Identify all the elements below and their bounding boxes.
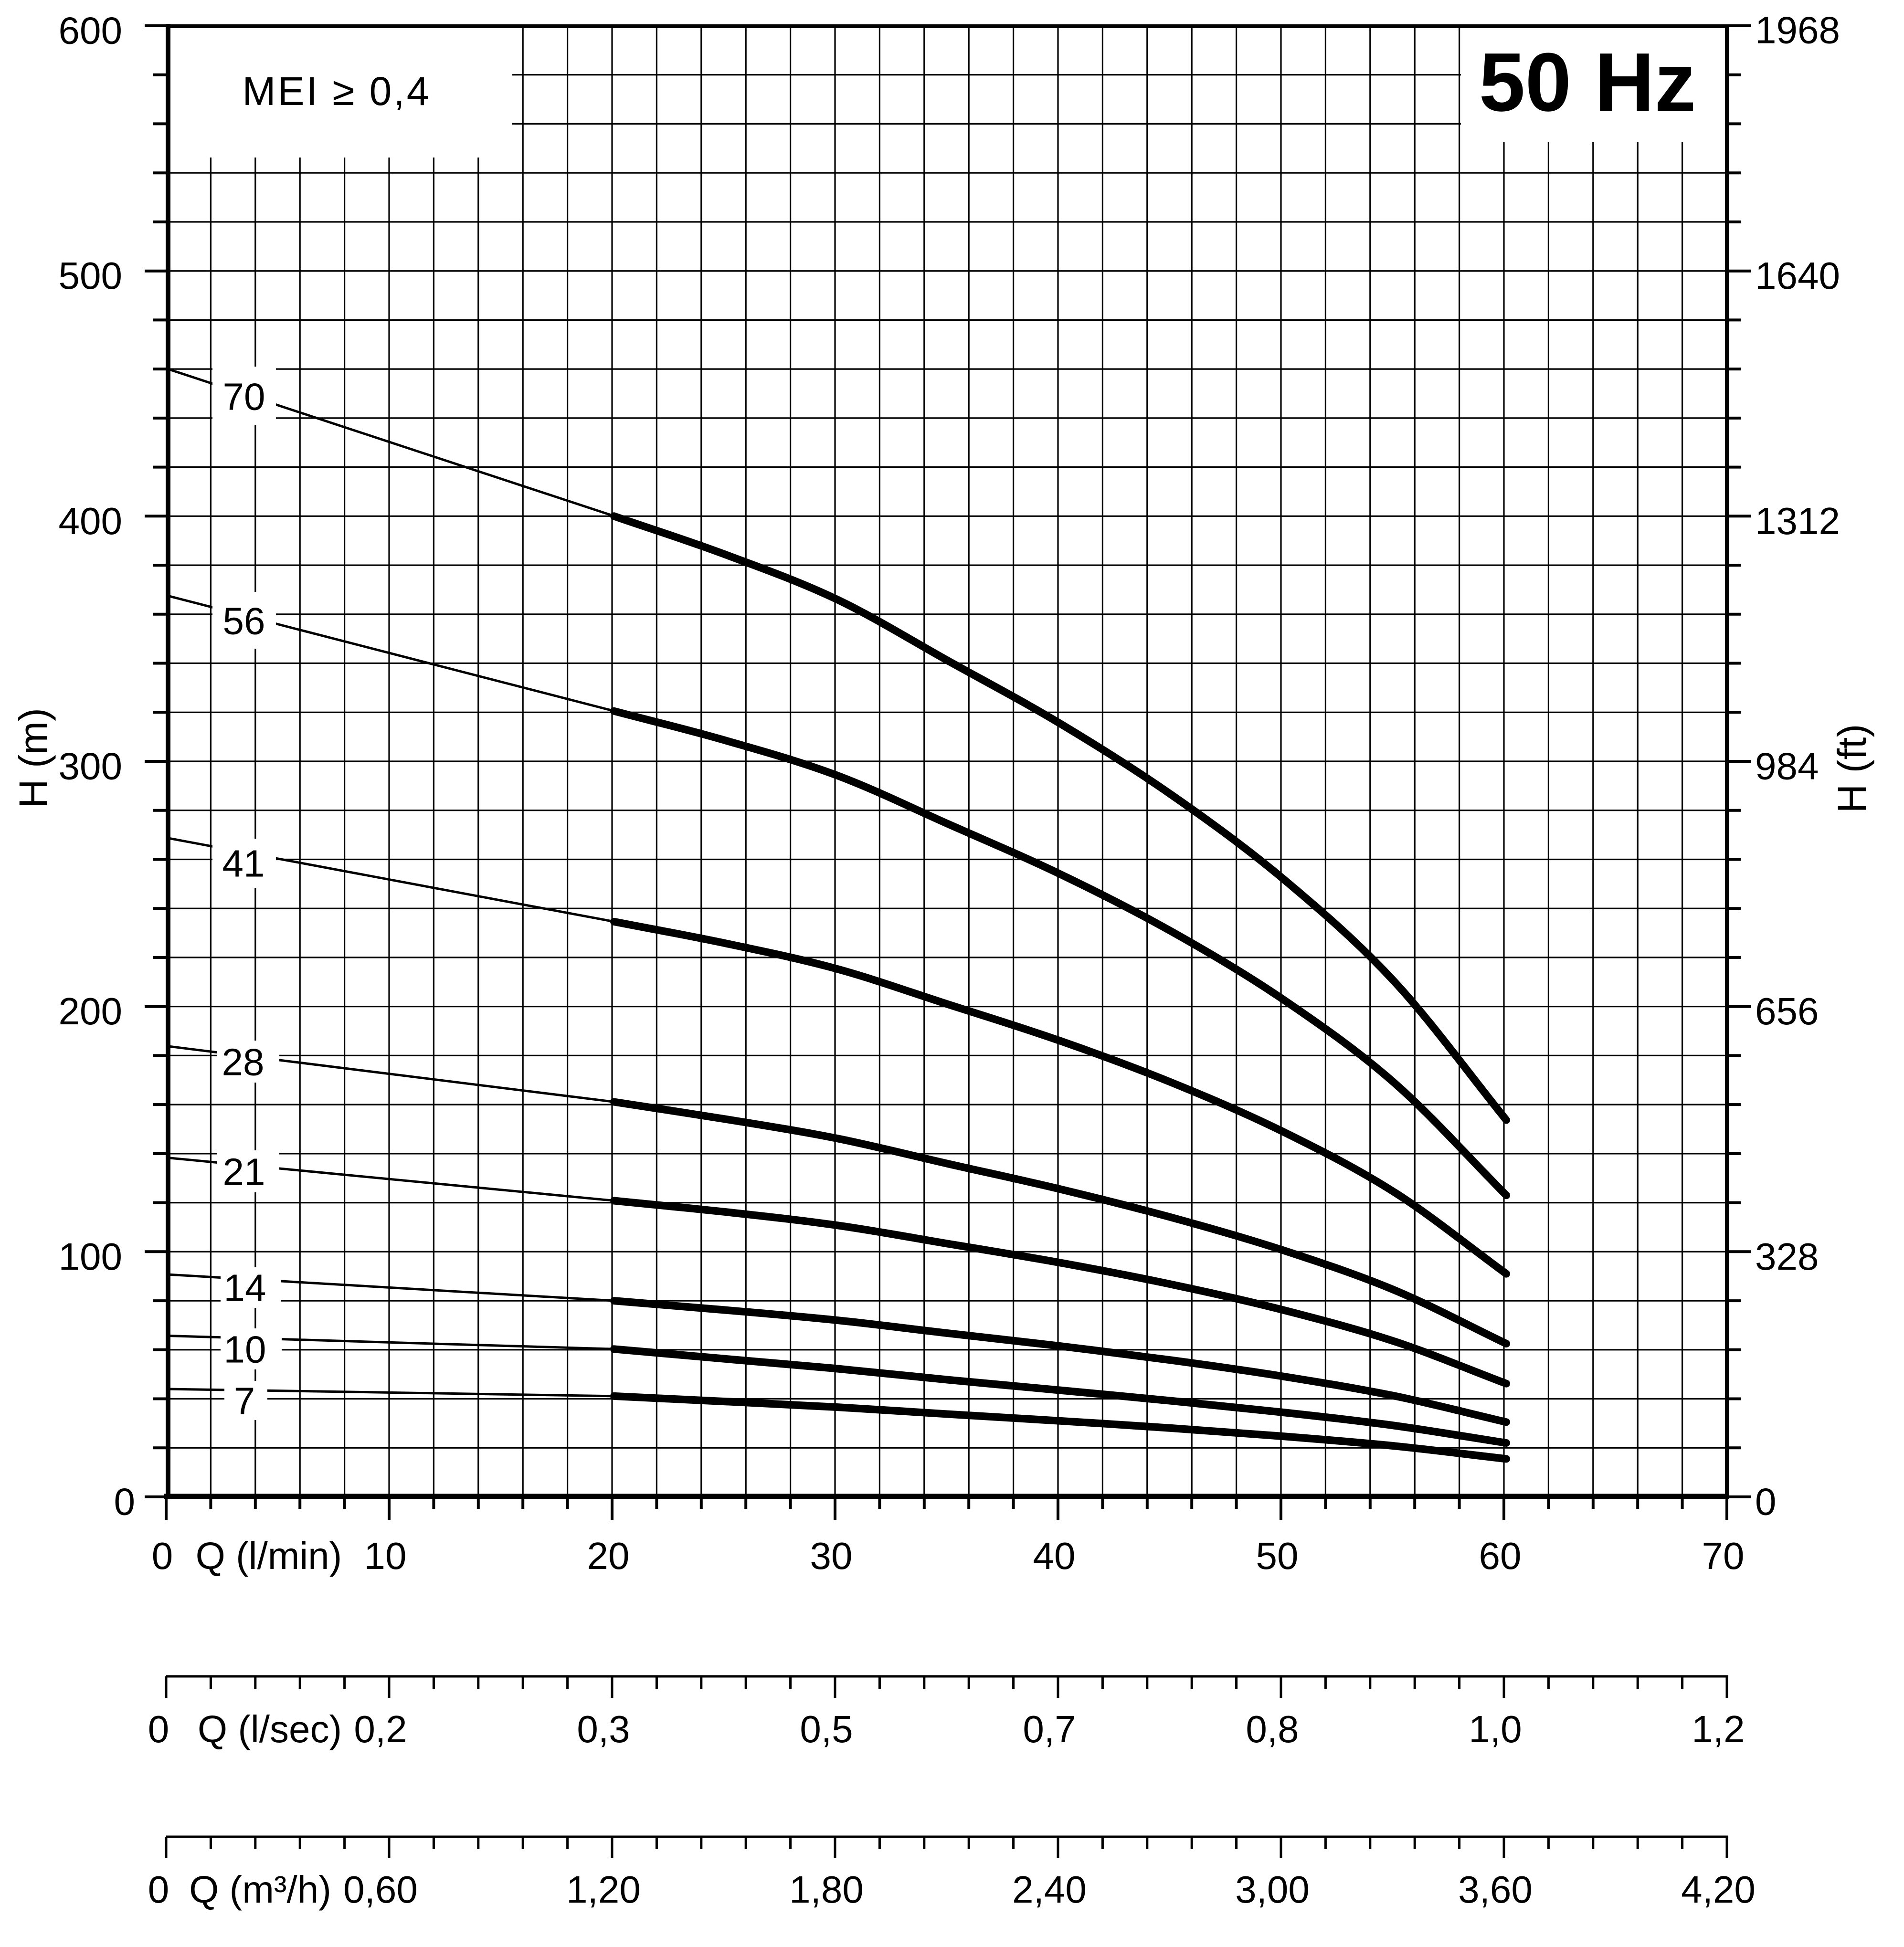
svg-text:500: 500: [59, 254, 122, 297]
svg-text:21: 21: [223, 1151, 265, 1193]
svg-text:60: 60: [1479, 1535, 1522, 1577]
svg-text:50 Hz: 50 Hz: [1479, 35, 1696, 128]
svg-text:0: 0: [1755, 1481, 1777, 1523]
svg-text:0,60: 0,60: [343, 1868, 418, 1911]
svg-text:41: 41: [222, 842, 265, 885]
svg-text:70: 70: [223, 376, 265, 418]
svg-text:H (m): H (m): [11, 708, 56, 808]
svg-text:56: 56: [223, 600, 265, 642]
svg-text:20: 20: [587, 1535, 630, 1577]
svg-text:0,5: 0,5: [800, 1708, 853, 1750]
svg-text:0,2: 0,2: [354, 1708, 407, 1750]
svg-text:10: 10: [364, 1535, 407, 1577]
svg-text:Q (m³/h): Q (m³/h): [189, 1868, 331, 1911]
svg-text:2,40: 2,40: [1012, 1868, 1087, 1911]
svg-text:300: 300: [59, 745, 122, 787]
svg-text:0: 0: [148, 1868, 169, 1911]
svg-text:328: 328: [1755, 1235, 1819, 1278]
svg-text:100: 100: [59, 1235, 122, 1278]
svg-text:H (ft): H (ft): [1830, 724, 1874, 813]
svg-text:0,8: 0,8: [1246, 1708, 1299, 1750]
svg-text:1,80: 1,80: [789, 1868, 864, 1911]
svg-text:600: 600: [59, 9, 122, 52]
svg-text:3,00: 3,00: [1235, 1868, 1310, 1911]
svg-text:1,2: 1,2: [1692, 1708, 1745, 1750]
svg-text:656: 656: [1755, 990, 1819, 1032]
svg-text:3,60: 3,60: [1458, 1868, 1533, 1911]
svg-text:30: 30: [810, 1535, 853, 1577]
svg-text:984: 984: [1755, 745, 1819, 787]
svg-text:0: 0: [152, 1535, 173, 1577]
svg-text:10: 10: [224, 1328, 266, 1371]
svg-text:200: 200: [59, 990, 122, 1032]
svg-text:7: 7: [234, 1380, 255, 1422]
svg-text:400: 400: [59, 500, 122, 542]
svg-text:0,3: 0,3: [577, 1708, 630, 1750]
svg-text:4,20: 4,20: [1681, 1868, 1756, 1911]
svg-text:0: 0: [114, 1481, 136, 1523]
svg-text:1,0: 1,0: [1469, 1708, 1522, 1750]
svg-text:MEI ≥ 0,4: MEI ≥ 0,4: [243, 69, 431, 114]
svg-text:Q (l/min): Q (l/min): [196, 1535, 342, 1577]
svg-text:14: 14: [224, 1267, 266, 1309]
svg-text:70: 70: [1702, 1535, 1745, 1577]
svg-text:1640: 1640: [1755, 254, 1840, 297]
svg-text:1312: 1312: [1755, 500, 1840, 542]
svg-text:Q (l/sec): Q (l/sec): [198, 1708, 342, 1750]
svg-text:40: 40: [1033, 1535, 1076, 1577]
svg-text:0,7: 0,7: [1023, 1708, 1076, 1750]
svg-text:1968: 1968: [1755, 9, 1840, 52]
svg-text:28: 28: [222, 1041, 264, 1084]
svg-text:1,20: 1,20: [566, 1868, 641, 1911]
svg-text:0: 0: [148, 1708, 169, 1750]
svg-text:50: 50: [1256, 1535, 1299, 1577]
